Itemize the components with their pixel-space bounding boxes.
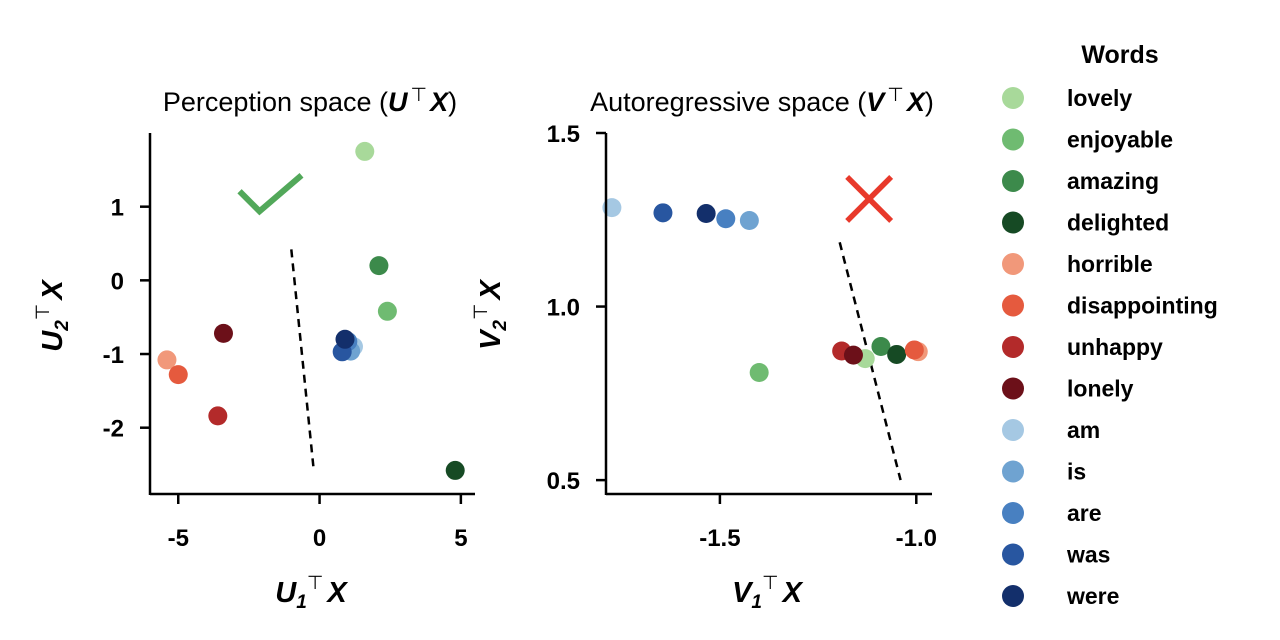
point-enjoyable [377, 301, 397, 321]
autoregressive-space-panel: Autoregressive space (V ⊤ X) -1.5 -1.0 1.5 1.… [471, 85, 937, 613]
autoregressive-space-points [602, 198, 928, 383]
legend-swatch [1002, 502, 1024, 524]
legend-swatch [1002, 253, 1024, 275]
legend-item: lovely [1002, 85, 1132, 111]
point-are [716, 209, 736, 229]
legend-item: am [1002, 417, 1100, 443]
y-tick-label: 0.5 [547, 468, 580, 495]
point-delighted [887, 344, 907, 364]
legend-swatch [1002, 460, 1024, 483]
check-mark-icon [237, 173, 304, 216]
legend-item: were [1002, 583, 1119, 609]
y-tick-label: -1 [103, 342, 124, 369]
legend-label: enjoyable [1067, 127, 1173, 153]
point-was [653, 203, 673, 223]
legend-label: disappointing [1067, 293, 1218, 319]
perception-space-ticks: -5 0 510-1-2 [103, 195, 468, 552]
legend-item: was [1002, 542, 1110, 568]
legend-label: am [1067, 417, 1100, 443]
legend-label: unhappy [1067, 334, 1163, 360]
legend-swatch [1002, 377, 1024, 400]
legend-item: are [1002, 500, 1102, 526]
legend-item: horrible [1002, 251, 1153, 277]
autoregressive-space-title: Autoregressive space (V ⊤ X) [590, 85, 934, 117]
legend-label: is [1067, 459, 1086, 485]
legend-item: amazing [1002, 168, 1159, 194]
perception-space-y-label: U2⊤X [33, 279, 73, 352]
legend-label: lonely [1067, 376, 1134, 402]
x-tick-label: 5 [454, 525, 467, 552]
point-lovely [355, 141, 375, 161]
legend-item: enjoyable [1002, 127, 1173, 153]
decision-boundary-line [290, 249, 316, 473]
legend-swatch [1002, 170, 1024, 192]
x-tick-label: 0 [313, 525, 326, 552]
legend-swatch [1002, 419, 1024, 441]
legend: Words lovely enjoyable amazing delighted hor… [1002, 41, 1218, 609]
autoregressive-space-y-label: V2⊤X [471, 278, 511, 349]
x-tick-label: -1.5 [699, 525, 740, 552]
legend-items: lovely enjoyable amazing delighted horrible d… [1002, 85, 1218, 609]
perception-space-panel: Perception space (U ⊤ X) -5 0 510-1-2 U1⊤ X U… [33, 85, 475, 613]
point-amazing [369, 256, 389, 276]
perception-space-x-label: U1⊤ X [275, 573, 348, 613]
legend-swatch [1002, 128, 1024, 151]
y-tick-label: 1.0 [547, 295, 580, 322]
legend-swatch [1002, 585, 1024, 607]
point-disappointing [168, 365, 188, 385]
point-enjoyable [749, 363, 769, 383]
legend-item: unhappy [1002, 334, 1163, 360]
legend-label: was [1066, 542, 1110, 568]
legend-label: delighted [1067, 210, 1169, 236]
x-tick-label: -1.0 [896, 525, 937, 552]
legend-label: horrible [1067, 251, 1153, 277]
legend-swatch [1002, 543, 1024, 566]
legend-swatch [1002, 87, 1024, 109]
legend-item: lonely [1002, 376, 1134, 402]
autoregressive-space-x-label: V1⊤ X [732, 573, 803, 613]
legend-swatch [1002, 294, 1024, 317]
y-tick-label: 0 [111, 268, 124, 295]
y-tick-label: 1 [111, 195, 124, 222]
cross-mark-stroke [845, 175, 894, 223]
point-lonely [213, 323, 233, 343]
legend-title: Words [1081, 41, 1158, 69]
legend-item: disappointing [1002, 293, 1218, 319]
point-disappointing [904, 340, 924, 360]
y-tick-label: 1.5 [547, 121, 580, 148]
point-amazing [871, 336, 891, 356]
point-unhappy [208, 406, 228, 426]
check-mark-stroke [237, 173, 304, 216]
point-were [335, 329, 355, 349]
legend-swatch [1002, 211, 1024, 234]
cross-mark-icon [845, 175, 894, 223]
legend-label: are [1067, 500, 1102, 526]
legend-label: amazing [1067, 168, 1159, 194]
legend-label: lovely [1067, 85, 1132, 111]
point-delighted [445, 460, 465, 480]
point-horrible [157, 350, 177, 370]
autoregressive-space-ticks: -1.5 -1.0 1.5 1.0 0.5 [547, 121, 937, 552]
legend-label: were [1066, 583, 1119, 609]
perception-space-title: Perception space (U ⊤ X) [163, 85, 457, 117]
perception-space-points [157, 141, 465, 480]
legend-swatch [1002, 336, 1024, 358]
point-is [739, 210, 759, 230]
y-tick-label: -2 [103, 416, 124, 443]
point-lonely [843, 345, 863, 365]
x-tick-label: -5 [168, 525, 189, 552]
point-were [696, 204, 716, 224]
perception-space-boundary [290, 249, 316, 473]
legend-item: delighted [1002, 210, 1169, 236]
legend-item: is [1002, 459, 1086, 485]
